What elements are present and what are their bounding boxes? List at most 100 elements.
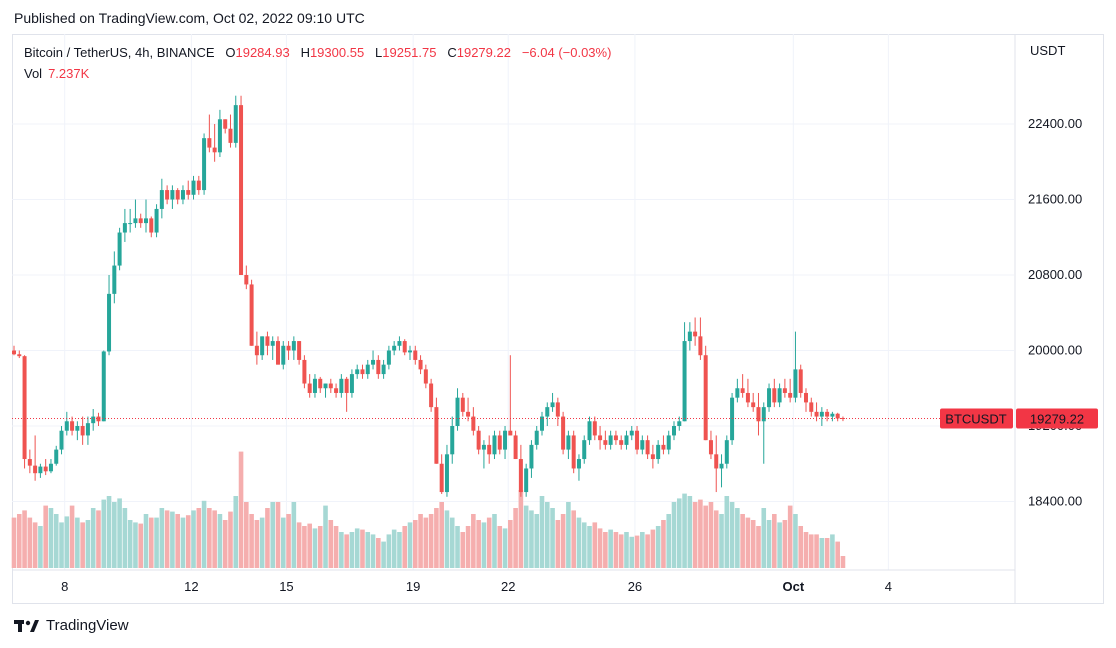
volume-bar <box>249 514 254 568</box>
candle-body <box>788 392 793 398</box>
candle-body <box>460 397 465 412</box>
volume-bar <box>244 502 249 568</box>
volume-bar <box>376 538 381 568</box>
volume-bar <box>96 510 101 568</box>
volume-bar <box>777 522 782 568</box>
high-value: 19300.55 <box>309 45 365 60</box>
candle-body <box>233 105 238 143</box>
volume-bar <box>418 514 423 568</box>
candle-body <box>96 416 101 422</box>
volume-bar <box>133 522 138 568</box>
candle-body <box>17 354 22 357</box>
volume-bar <box>592 522 598 568</box>
candle-body <box>408 350 412 353</box>
open-label: O <box>225 45 236 60</box>
volume-bar <box>513 508 518 568</box>
candle-body <box>782 388 787 393</box>
price-tick-label: 20800.00 <box>1028 267 1082 282</box>
volume-bar <box>122 508 128 568</box>
candle-body <box>819 411 824 417</box>
brand-name: TradingView <box>46 617 129 634</box>
volume-bar <box>692 502 698 568</box>
volume-bar <box>766 520 772 568</box>
volume-bar <box>80 522 85 568</box>
volume-bar <box>106 496 112 568</box>
candle-body <box>33 465 38 474</box>
candle-body <box>793 369 798 398</box>
time-tick-label: 22 <box>501 579 515 594</box>
candle-body <box>814 411 819 417</box>
volume-bar <box>555 520 561 568</box>
grid-lines <box>12 34 1014 570</box>
candle-body <box>107 293 112 352</box>
candle-body <box>328 383 333 389</box>
candle-body <box>12 350 16 355</box>
candle-body <box>608 435 613 445</box>
volume-bar <box>761 508 767 568</box>
volume-bar <box>481 522 487 568</box>
volume-bar <box>307 523 312 568</box>
candle-body <box>207 138 212 148</box>
candle-body <box>661 444 666 450</box>
price-tick-label: 20000.00 <box>1028 343 1082 358</box>
candle-body <box>365 364 370 375</box>
candle-body <box>629 430 634 436</box>
candle-body <box>170 190 175 200</box>
candle-body <box>503 430 508 450</box>
volume-bar <box>412 520 418 568</box>
candle-body <box>524 468 529 493</box>
candle-body <box>645 440 650 455</box>
candle-body <box>149 218 154 233</box>
time-tick-label: Oct <box>782 579 804 594</box>
candle-body <box>334 388 339 393</box>
candle-body <box>735 388 740 398</box>
candle-body <box>672 426 676 436</box>
volume-bar <box>185 515 191 568</box>
high-label: H <box>300 45 310 60</box>
volume-bar <box>735 508 740 568</box>
candle-body <box>830 413 835 417</box>
footer-brand[interactable]: TradingView <box>14 617 129 634</box>
candle-body <box>260 336 265 356</box>
candle-body <box>402 341 407 353</box>
candle-body <box>286 345 291 351</box>
volume-bar <box>127 520 133 568</box>
candle-body <box>360 369 365 375</box>
price-candles <box>12 95 845 497</box>
candle-body <box>85 423 90 436</box>
volume-bar <box>344 534 349 568</box>
volume-bar <box>191 510 196 568</box>
candle-body <box>75 426 80 431</box>
volume-bar <box>143 514 149 568</box>
candle-body <box>392 345 397 351</box>
chart-frame <box>12 34 1104 604</box>
candle-body <box>54 449 59 464</box>
candle-body <box>587 421 592 441</box>
volume-bar <box>724 496 730 568</box>
candle-body <box>518 459 523 493</box>
volume-bar <box>803 532 809 568</box>
candle-body <box>196 180 201 191</box>
time-tick-label: 12 <box>184 579 198 594</box>
candle-body <box>798 369 803 393</box>
volume-bar <box>640 532 645 568</box>
tradingview-logo-icon <box>14 619 39 632</box>
low-value: 19251.75 <box>382 45 437 60</box>
volume-bar <box>729 502 735 568</box>
volume-bar <box>164 510 170 568</box>
candle-body <box>840 417 845 419</box>
candle-body <box>624 435 629 445</box>
candle-body <box>592 421 597 436</box>
volume-bar <box>275 502 281 568</box>
price-tag-text: 19279.22 <box>1030 412 1084 427</box>
candle-body <box>254 345 259 356</box>
volume-bar <box>196 508 202 568</box>
volume-bar <box>381 541 386 568</box>
volume-bar <box>85 520 91 568</box>
candle-body <box>212 147 217 153</box>
volume-bar <box>661 520 666 568</box>
candle-body <box>70 421 75 431</box>
volume-bar <box>687 496 693 568</box>
candle-body <box>513 435 518 460</box>
